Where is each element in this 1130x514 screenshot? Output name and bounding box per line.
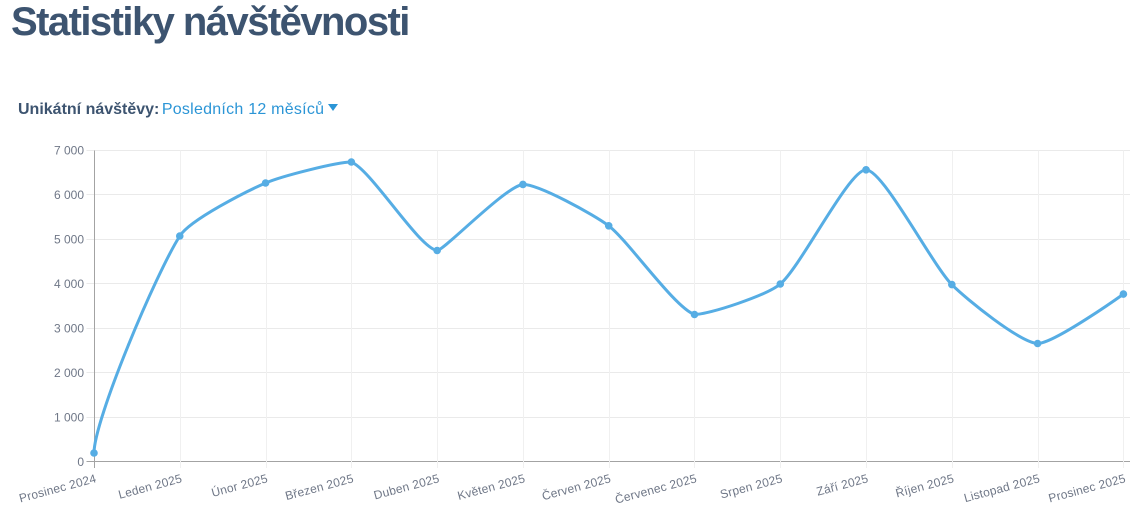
svg-text:Červenec 2025: Červenec 2025 — [613, 470, 698, 506]
svg-text:Červen 2025: Červen 2025 — [540, 470, 613, 503]
svg-text:4 000: 4 000 — [54, 277, 84, 291]
svg-text:Říjen 2025: Říjen 2025 — [894, 470, 956, 500]
svg-text:1 000: 1 000 — [54, 411, 84, 425]
svg-text:Prosinec 2024: Prosinec 2024 — [18, 471, 98, 505]
svg-text:Září 2025: Září 2025 — [815, 471, 870, 498]
svg-text:Prosinec 2025: Prosinec 2025 — [1047, 471, 1127, 505]
svg-text:5 000: 5 000 — [54, 232, 84, 246]
svg-text:Duben 2025: Duben 2025 — [372, 471, 441, 502]
svg-text:7 000: 7 000 — [54, 143, 84, 157]
svg-text:Listopad 2025: Listopad 2025 — [962, 471, 1041, 505]
svg-text:0: 0 — [77, 455, 84, 469]
svg-text:Květen 2025: Květen 2025 — [456, 471, 527, 503]
svg-text:Únor 2025: Únor 2025 — [210, 470, 270, 499]
svg-text:Leden 2025: Leden 2025 — [117, 471, 184, 501]
svg-text:Březen 2025: Březen 2025 — [284, 471, 356, 503]
svg-text:Srpen 2025: Srpen 2025 — [719, 471, 785, 501]
svg-text:6 000: 6 000 — [54, 188, 84, 202]
svg-text:3 000: 3 000 — [54, 322, 84, 336]
svg-text:2 000: 2 000 — [54, 366, 84, 380]
